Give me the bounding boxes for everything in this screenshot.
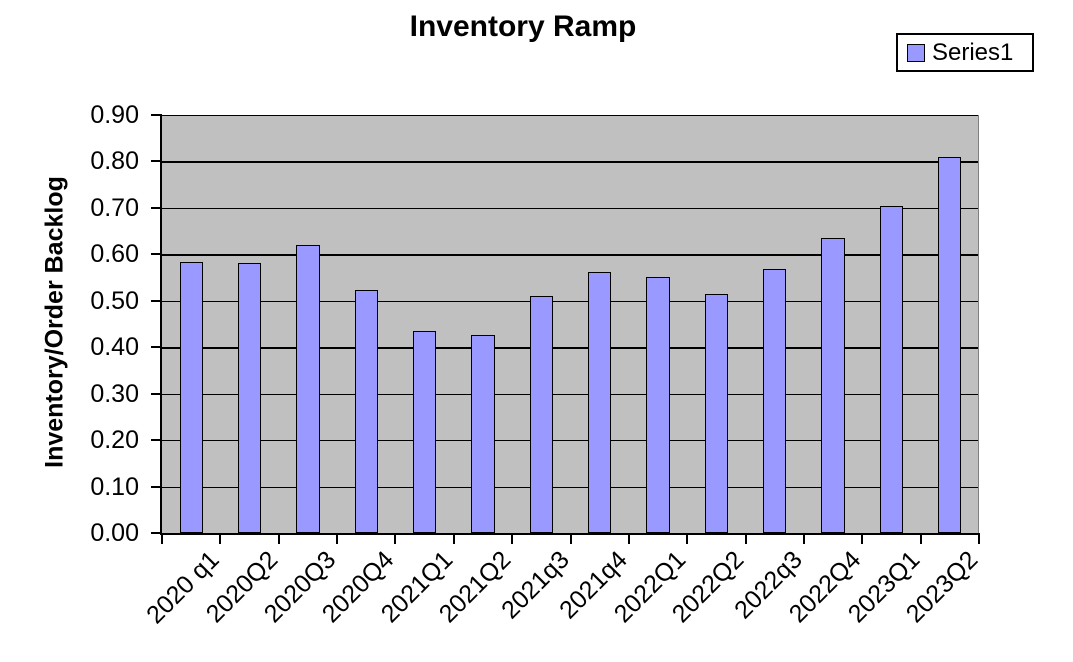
x-axis-tick	[336, 533, 339, 544]
series1-swatch-icon	[907, 43, 925, 62]
x-axis-tick	[686, 533, 689, 544]
y-axis-tick	[151, 485, 162, 488]
x-axis-tick	[569, 533, 572, 544]
bar-2022q2	[704, 294, 729, 533]
bar-2020q3	[296, 244, 320, 533]
bar-2021q4	[588, 272, 612, 533]
chart-title: Inventory Ramp	[409, 10, 637, 43]
gridline	[162, 207, 979, 210]
plot-area	[162, 115, 979, 533]
bar-2022q3	[763, 269, 787, 533]
x-axis-tick	[627, 533, 630, 544]
y-axis-line	[160, 115, 162, 535]
x-axis-tick	[452, 533, 455, 544]
plot-right-border	[978, 115, 980, 533]
bar-2021q1	[412, 330, 437, 533]
y-axis-tick	[151, 532, 162, 534]
x-axis-tick	[861, 533, 864, 544]
bar-2020-q1	[179, 262, 203, 533]
y-axis-tick	[151, 346, 162, 349]
y-tick-label: 0.20	[90, 426, 139, 455]
gridline	[162, 486, 979, 488]
y-tick-label: 0.70	[90, 193, 139, 222]
x-axis-tick	[978, 533, 980, 544]
y-tick-label: 0.50	[90, 286, 139, 315]
gridline	[162, 300, 979, 303]
y-tick-label: 0.60	[90, 240, 139, 269]
y-tick-label: 0.80	[90, 147, 139, 176]
gridline	[162, 161, 979, 163]
y-axis-tick	[151, 160, 162, 163]
bar-2023q1	[879, 205, 904, 533]
bar-2022q4	[821, 238, 845, 533]
x-axis-tick	[277, 533, 280, 544]
gridline	[162, 347, 979, 349]
y-axis-tick	[151, 439, 162, 442]
x-axis-tick	[802, 533, 805, 544]
bar-2022q1	[646, 276, 670, 533]
x-axis-tick	[919, 533, 922, 544]
bar-2020q2	[237, 263, 262, 533]
gridline	[162, 393, 979, 395]
y-axis-tick	[151, 299, 162, 302]
y-axis-tick	[151, 392, 162, 395]
y-tick-label: 0.00	[90, 519, 139, 547]
x-axis-tick	[219, 533, 222, 544]
gridline	[162, 440, 979, 442]
legend-series-label: Series1	[932, 38, 1014, 66]
bar-2021q3	[529, 295, 553, 533]
y-tick-label: 0.30	[90, 379, 139, 408]
x-axis-tick	[394, 533, 397, 544]
legend: Series1	[896, 33, 1034, 72]
bar-2023q2	[938, 156, 962, 533]
bar-2021q2	[471, 335, 495, 533]
x-axis-tick	[161, 533, 163, 544]
y-axis-tick	[151, 206, 162, 209]
bar-2020q4	[354, 290, 378, 533]
y-axis-tick	[151, 114, 162, 116]
y-tick-label: 0.90	[90, 101, 139, 129]
x-axis-tick	[511, 533, 514, 544]
gridline	[162, 115, 979, 117]
y-tick-label: 0.10	[90, 472, 139, 501]
y-axis-tick	[151, 253, 162, 256]
x-axis-tick	[744, 533, 747, 544]
y-tick-label: 0.40	[90, 333, 139, 362]
gridline	[162, 254, 979, 256]
